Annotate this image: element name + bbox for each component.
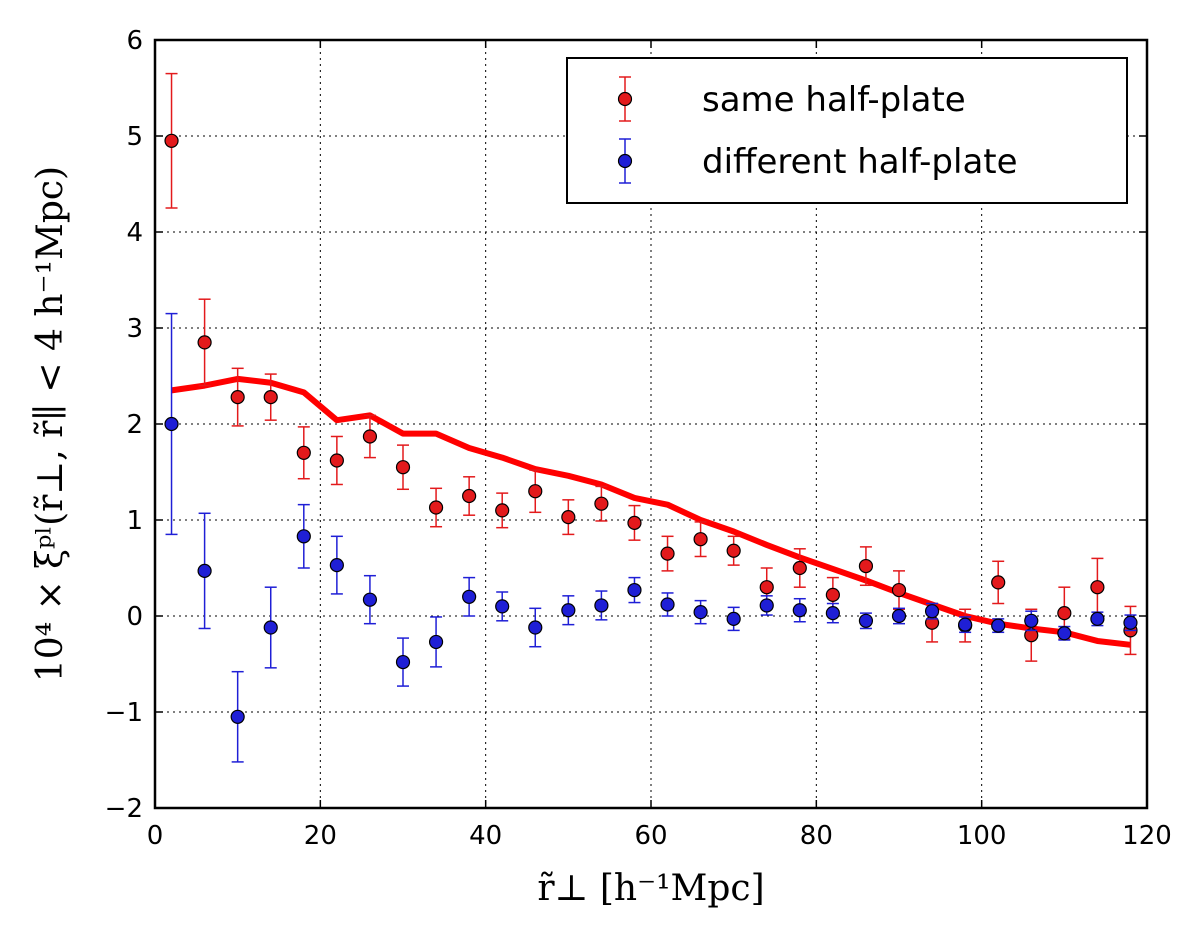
y-tick-label: 3 [126,314,143,344]
data-point [395,460,411,475]
series-layer [164,72,1138,763]
data-point [230,709,245,724]
data-point [792,560,807,576]
y-tick-label: 4 [126,218,143,248]
data-point [1024,613,1039,628]
data-point [428,634,444,650]
legend-label: same half-plate [702,80,966,120]
y-tick-label: −1 [105,698,143,728]
legend-marker [617,91,633,107]
y-tick-label: 1 [126,506,143,536]
data-point [1057,626,1072,641]
data-point [329,453,344,468]
x-axis-label: r̃⊥ [h⁻¹Mpc] [537,868,764,909]
legend: same half-plate different half-plate [566,57,1128,204]
data-point [462,589,477,604]
data-point [924,604,940,619]
series-same-half-plate [164,72,1138,662]
data-point [991,618,1006,633]
data-point [561,603,576,618]
data-point [891,582,907,598]
legend-label: different half-plate [702,142,1018,182]
data-point [230,390,245,405]
data-point [858,558,874,574]
data-point [726,543,741,558]
data-point [594,496,609,511]
data-point [263,390,278,405]
data-point [362,592,378,607]
data-point [197,335,212,350]
data-point [263,620,278,635]
data-point [825,606,840,621]
data-point [395,654,411,670]
x-tick-label: 100 [957,821,1007,851]
data-point [627,582,642,598]
x-tick-label: 120 [1122,821,1172,851]
y-axis-label: 10⁴ × ξᵖˡ(r̃⊥, r̃∥ < 4 h⁻¹Mpc) [30,166,71,682]
y-tick-label: 6 [126,26,143,56]
data-point [1057,606,1072,621]
data-point [594,598,609,613]
data-point [164,133,179,148]
data-point [428,500,444,515]
y-tick-label: 5 [126,122,143,152]
data-point [528,620,543,635]
legend-marker [617,153,633,169]
data-point [759,598,774,613]
series-different-half-plate [164,312,1138,763]
data-point [561,510,576,525]
x-tick-label: 80 [800,821,833,851]
data-point [495,503,510,518]
data-point [1090,580,1105,595]
data-point [825,587,840,602]
data-point [462,488,477,504]
data-point [792,603,807,618]
y-tick-label: 0 [126,602,143,632]
x-tick-label: 0 [147,821,164,851]
data-point [726,611,741,626]
data-point [296,445,311,460]
y-tick-label: −2 [105,794,143,824]
data-point [693,605,708,620]
data-point [693,532,708,547]
x-tick-label: 20 [304,821,337,851]
data-point [627,515,642,530]
data-point [197,563,212,578]
x-tick-label: 60 [634,821,667,851]
data-point [1123,615,1138,630]
legend-box [566,57,1128,204]
data-point [528,484,543,499]
data-point [362,429,378,444]
data-point [296,529,311,544]
data-point [991,575,1006,590]
data-point [660,597,675,612]
y-tick-label: 2 [126,410,143,440]
data-point [759,580,774,595]
data-point [891,608,907,624]
x-tick-label: 40 [469,821,502,851]
data-point [660,546,675,561]
data-point [858,613,874,628]
data-point [958,617,973,632]
ticks-layer: 0 20 40 60 80 100 120 −2 −1 0 1 2 3 4 5 6 [105,26,1172,851]
data-point [164,416,179,432]
data-point [495,599,510,614]
data-point [1090,611,1105,626]
data-point [329,558,344,573]
